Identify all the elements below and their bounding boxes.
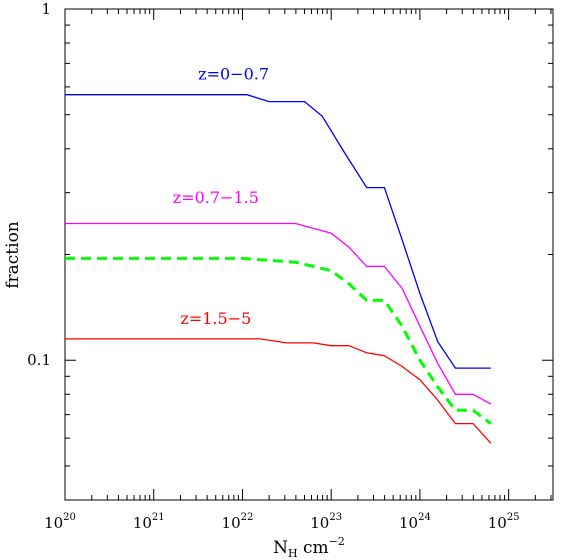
x-tick-label: 1025 xyxy=(488,512,520,532)
x-tick-exponent: 23 xyxy=(329,512,342,523)
label-group: z=0−0.7 z=0.7−1.5 z=1.5−5 xyxy=(173,64,269,327)
x-tick-exponent: 24 xyxy=(418,512,431,523)
series-line-2 xyxy=(65,222,492,405)
x-tick-label: 1024 xyxy=(399,512,431,532)
series-group xyxy=(65,94,492,444)
tick-label-group: 1020 1021 1022 1023 1024 1025 1 0.1 xyxy=(27,0,519,532)
x-axis-title-exponent: −2 xyxy=(329,535,345,548)
y-tick-label: 0.1 xyxy=(27,351,51,369)
x-tick-label: 1020 xyxy=(44,512,76,532)
x-tick-label: 1023 xyxy=(310,512,342,532)
plot-frame xyxy=(64,8,554,501)
y-axis-title: fraction xyxy=(3,221,23,289)
x-axis-title: NH cm−2 xyxy=(273,535,345,560)
x-tick-label: 1022 xyxy=(222,512,254,532)
major-ticks xyxy=(65,9,553,500)
x-tick-label: 1021 xyxy=(133,512,165,532)
series-line-3 xyxy=(65,256,492,425)
x-axis-title-unit: cm xyxy=(298,538,329,558)
y-tick-label: 1 xyxy=(41,0,51,18)
x-tick-exponent: 21 xyxy=(152,512,165,523)
series-annotation-2: z=0.7−1.5 xyxy=(173,188,259,207)
series-annotation-3: z=1.5−5 xyxy=(180,309,251,328)
minor-ticks xyxy=(65,9,553,500)
x-tick-exponent: 25 xyxy=(507,512,520,523)
x-axis-title-subscript: H xyxy=(288,547,298,560)
x-tick-exponent: 20 xyxy=(63,512,76,523)
series-line-4 xyxy=(65,338,492,444)
series-line-1 xyxy=(65,94,491,369)
x-tick-exponent: 22 xyxy=(241,512,254,523)
series-annotation-1: z=0−0.7 xyxy=(198,64,269,83)
